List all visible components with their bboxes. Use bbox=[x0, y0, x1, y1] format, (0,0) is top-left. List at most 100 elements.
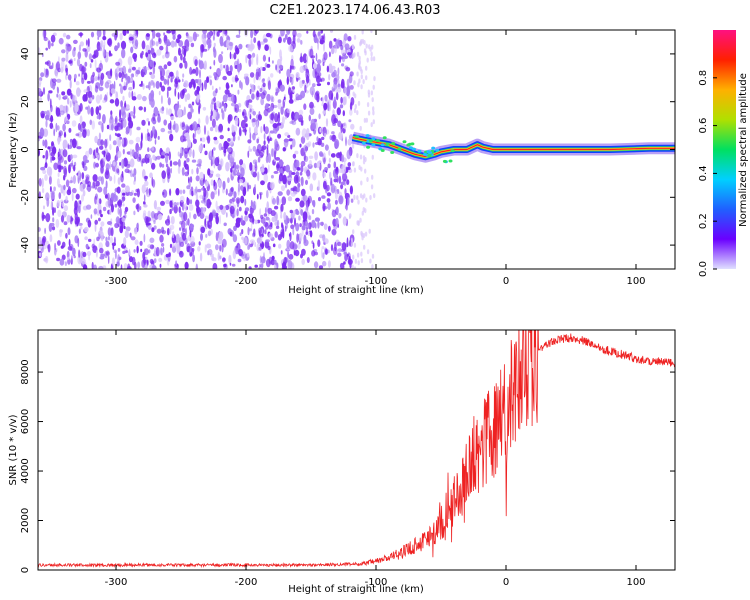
noise-speck bbox=[268, 106, 274, 112]
noise-speck bbox=[189, 188, 192, 196]
noise-speck bbox=[143, 233, 146, 243]
noise-speck bbox=[362, 79, 365, 85]
track-blob bbox=[428, 151, 433, 155]
noise-speck bbox=[73, 95, 77, 105]
noise-speck bbox=[65, 179, 70, 188]
noise-speck bbox=[107, 192, 110, 201]
noise-speck bbox=[300, 52, 303, 63]
noise-speck bbox=[144, 180, 149, 187]
noise-speck bbox=[103, 150, 106, 158]
noise-speck bbox=[265, 216, 270, 221]
noise-speck bbox=[276, 262, 279, 268]
noise-speck bbox=[295, 222, 300, 232]
noise-speck bbox=[161, 243, 165, 247]
noise-speck bbox=[333, 38, 337, 42]
noise-speck bbox=[50, 190, 55, 195]
noise-speck bbox=[188, 149, 192, 158]
noise-speck bbox=[354, 104, 357, 109]
noise-speck bbox=[284, 33, 288, 40]
noise-speck bbox=[332, 134, 336, 140]
noise-speck bbox=[348, 255, 351, 265]
noise-speck bbox=[340, 154, 345, 163]
noise-speck bbox=[209, 126, 214, 132]
noise-speck bbox=[271, 216, 276, 223]
noise-speck bbox=[142, 66, 147, 73]
colorbar-label: Normalized spectral amplitude bbox=[738, 73, 749, 227]
noise-speck bbox=[247, 150, 250, 158]
noise-speck bbox=[157, 115, 161, 123]
noise-speck bbox=[128, 256, 134, 263]
noise-speck bbox=[78, 249, 81, 258]
colorbar-tick-label: 0.4 bbox=[698, 165, 709, 181]
noise-speck bbox=[99, 247, 104, 254]
track-blob bbox=[410, 142, 415, 146]
noise-speck bbox=[254, 219, 258, 225]
noise-speck bbox=[235, 197, 241, 204]
track-blob bbox=[365, 134, 370, 138]
noise-speck bbox=[308, 159, 313, 167]
noise-speck bbox=[247, 139, 252, 144]
noise-speck bbox=[360, 258, 364, 264]
noise-speck bbox=[42, 139, 45, 147]
noise-speck bbox=[44, 227, 46, 234]
noise-speck bbox=[100, 221, 105, 227]
noise-speck bbox=[131, 90, 134, 99]
noise-speck bbox=[75, 193, 80, 200]
noise-speck bbox=[365, 65, 368, 71]
noise-speck bbox=[223, 263, 227, 268]
noise-speck bbox=[146, 33, 150, 37]
noise-speck bbox=[229, 231, 233, 236]
noise-speck bbox=[73, 39, 78, 45]
noise-speck bbox=[275, 91, 278, 96]
noise-speck bbox=[330, 177, 333, 186]
noise-speck bbox=[59, 104, 64, 113]
noise-speck bbox=[43, 128, 49, 137]
noise-speck bbox=[265, 155, 269, 164]
noise-speck bbox=[179, 250, 184, 258]
noise-speck bbox=[312, 200, 316, 208]
noise-speck bbox=[282, 174, 287, 185]
noise-speck bbox=[66, 34, 71, 40]
noise-speck bbox=[231, 263, 236, 267]
noise-speck bbox=[63, 221, 68, 226]
noise-speck bbox=[333, 161, 337, 169]
noise-speck bbox=[309, 86, 315, 96]
noise-speck bbox=[172, 35, 176, 40]
noise-speck bbox=[296, 32, 302, 38]
noise-speck bbox=[263, 213, 268, 217]
noise-speck bbox=[76, 146, 82, 150]
noise-speck bbox=[135, 149, 140, 160]
noise-speck bbox=[370, 122, 373, 128]
noise-speck bbox=[173, 201, 178, 208]
noise-speck bbox=[121, 111, 127, 119]
noise-speck bbox=[229, 262, 232, 266]
colorbar-tick-label: 0.2 bbox=[698, 213, 709, 229]
noise-speck bbox=[146, 153, 151, 159]
noise-speck bbox=[266, 190, 269, 199]
noise-speck bbox=[324, 144, 329, 151]
noise-speck bbox=[152, 154, 156, 161]
noise-speck bbox=[106, 52, 109, 57]
noise-speck bbox=[99, 255, 105, 260]
noise-speck bbox=[288, 99, 294, 104]
noise-speck bbox=[260, 126, 263, 134]
noise-speck bbox=[316, 63, 322, 74]
noise-speck bbox=[340, 96, 343, 104]
noise-speck bbox=[358, 78, 361, 84]
noise-speck bbox=[227, 177, 230, 184]
track-blob bbox=[366, 145, 371, 149]
noise-speck bbox=[57, 172, 60, 178]
noise-speck bbox=[328, 74, 331, 81]
noise-speck bbox=[211, 118, 216, 128]
noise-speck bbox=[344, 87, 347, 95]
noise-speck bbox=[300, 160, 306, 167]
noise-speck bbox=[277, 99, 282, 104]
noise-speck bbox=[149, 60, 155, 68]
noise-speck bbox=[82, 161, 85, 169]
noise-speck bbox=[161, 106, 165, 112]
noise-speck bbox=[305, 179, 308, 185]
noise-speck bbox=[331, 72, 336, 78]
noise-speck bbox=[311, 90, 314, 98]
noise-speck bbox=[267, 80, 271, 91]
noise-speck bbox=[105, 163, 110, 171]
